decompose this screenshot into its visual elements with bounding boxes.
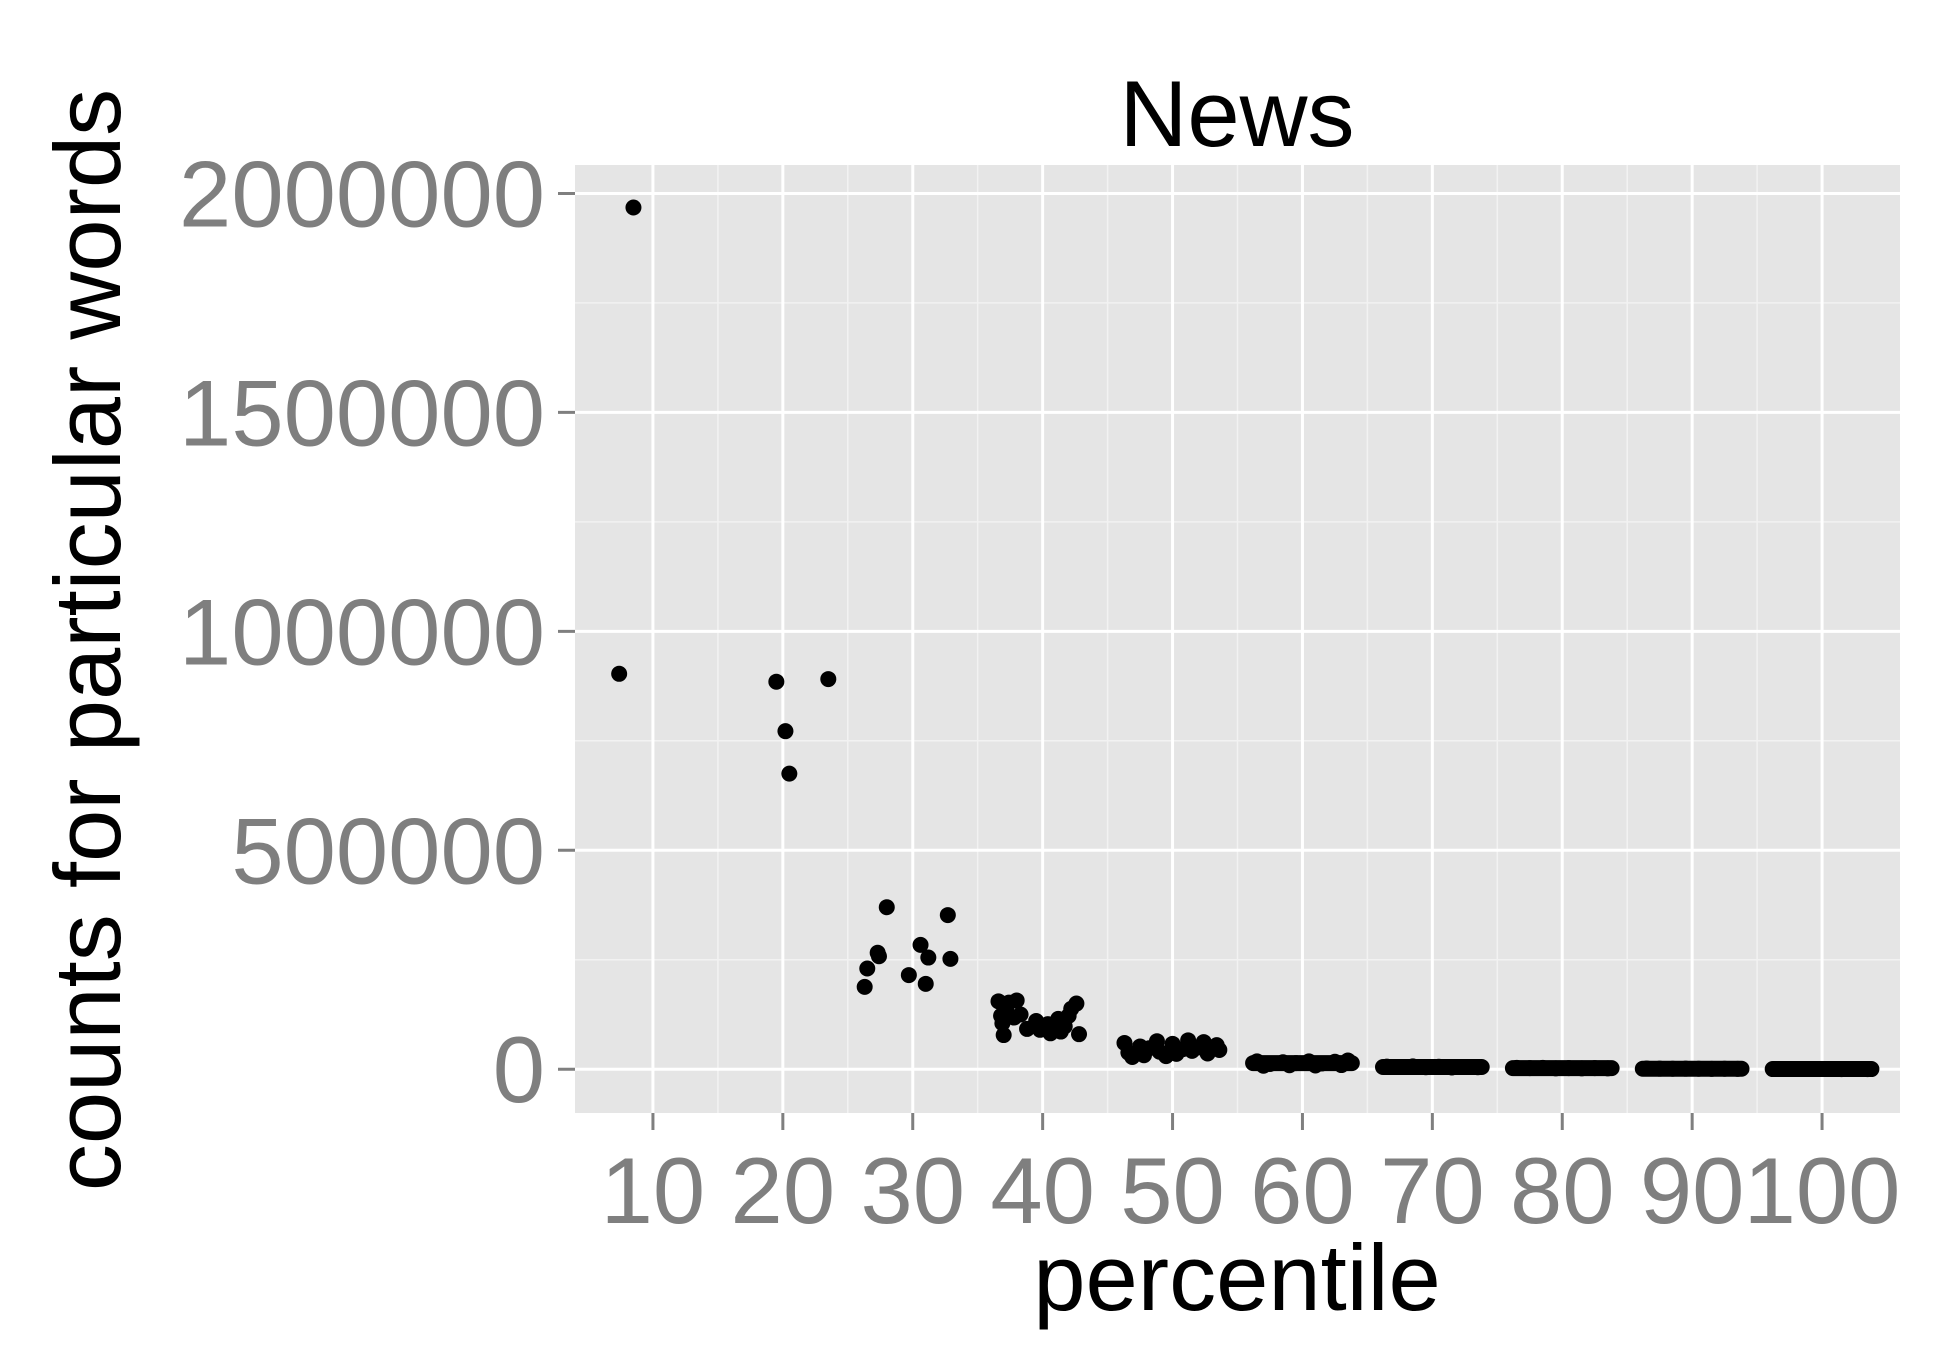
data-point	[1846, 1061, 1863, 1078]
data-point	[1651, 1060, 1668, 1077]
data-point	[1638, 1060, 1655, 1077]
data-point	[1794, 1061, 1811, 1078]
y-axis: 0 500000 1000000 1500000 2000000	[179, 141, 575, 1122]
data-point	[781, 765, 798, 782]
data-point	[994, 1015, 1011, 1032]
data-point	[1586, 1060, 1603, 1077]
data-point	[1456, 1059, 1473, 1076]
data-point	[1716, 1060, 1733, 1077]
data-point	[939, 907, 956, 924]
data-point	[912, 936, 929, 953]
y-tick-label: 1500000	[179, 360, 545, 465]
data-point	[920, 949, 937, 966]
data-point	[1443, 1059, 1460, 1076]
x-axis-title: percentile	[1033, 1225, 1441, 1330]
data-point	[995, 1027, 1012, 1044]
data-point	[1063, 1000, 1080, 1017]
data-point	[611, 665, 628, 682]
y-tick-label: 500000	[231, 798, 545, 903]
data-point	[1677, 1060, 1694, 1077]
x-tick-label: 40	[990, 1138, 1095, 1243]
data-point	[1820, 1061, 1837, 1078]
data-point	[878, 899, 895, 916]
data-point	[870, 948, 887, 965]
x-tick-label: 80	[1510, 1138, 1615, 1243]
data-point	[1547, 1060, 1564, 1077]
data-point	[942, 950, 959, 967]
data-point	[1190, 1039, 1207, 1056]
data-point	[1404, 1058, 1421, 1075]
data-point	[777, 723, 794, 740]
data-point	[1703, 1060, 1720, 1077]
minor-grid	[575, 165, 1900, 1113]
data-point	[856, 978, 873, 995]
data-point	[917, 975, 934, 992]
data-point	[1141, 1040, 1158, 1057]
x-tick-label: 20	[731, 1138, 836, 1243]
data-point	[1333, 1057, 1350, 1074]
data-point	[1019, 1020, 1036, 1037]
data-point	[1211, 1041, 1228, 1058]
data-point	[820, 671, 837, 688]
x-tick-label: 70	[1380, 1138, 1485, 1243]
data-point	[900, 967, 917, 984]
y-tick-label: 0	[493, 1017, 545, 1122]
data-point	[1573, 1060, 1590, 1077]
x-tick-label: 50	[1120, 1138, 1225, 1243]
data-point	[1012, 1006, 1029, 1023]
data-point	[1469, 1059, 1486, 1076]
data-point	[1508, 1059, 1525, 1076]
data-point	[1560, 1060, 1577, 1077]
data-point	[1534, 1059, 1551, 1076]
data-point	[1768, 1060, 1785, 1077]
data-point	[1859, 1061, 1876, 1078]
y-tick-label: 1000000	[179, 579, 545, 684]
data-point	[1833, 1061, 1850, 1078]
x-axis: 10 20 30 40 50 60 70 80 90 100	[601, 1113, 1901, 1243]
y-tick-label: 2000000	[179, 141, 545, 246]
data-point	[768, 673, 785, 690]
chart-title: News	[1119, 61, 1354, 166]
major-grid	[575, 165, 1900, 1113]
data-point	[1690, 1060, 1707, 1077]
data-point	[1046, 1019, 1063, 1036]
data-point	[1807, 1060, 1824, 1077]
x-tick-label: 100	[1744, 1138, 1901, 1243]
data-point	[1307, 1057, 1324, 1074]
data-point	[1664, 1060, 1681, 1077]
data-point	[1124, 1048, 1141, 1065]
x-tick-label: 60	[1250, 1138, 1355, 1243]
x-tick-label: 10	[601, 1138, 706, 1243]
data-point	[1417, 1059, 1434, 1076]
x-tick-label: 90	[1640, 1138, 1745, 1243]
data-point	[859, 960, 876, 977]
data-point	[625, 199, 642, 216]
data-point	[1378, 1058, 1395, 1075]
data-point	[1521, 1060, 1538, 1077]
data-point	[1281, 1057, 1298, 1074]
data-point	[1430, 1058, 1447, 1075]
data-points	[611, 199, 1876, 1078]
data-point	[1729, 1060, 1746, 1077]
data-point	[1071, 1026, 1088, 1043]
data-point	[1781, 1060, 1798, 1077]
data-point	[1391, 1059, 1408, 1076]
x-tick-label: 30	[860, 1138, 965, 1243]
y-axis-title: counts for particular words	[35, 89, 140, 1191]
data-point	[1158, 1048, 1175, 1065]
data-point	[1174, 1041, 1191, 1058]
data-point	[1599, 1060, 1616, 1077]
data-point	[1255, 1057, 1272, 1074]
